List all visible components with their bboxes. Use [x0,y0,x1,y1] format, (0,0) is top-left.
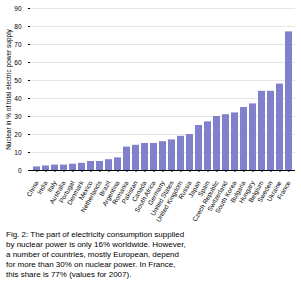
svg-text:Mexico: Mexico [77,179,94,201]
svg-text:10: 10 [14,149,22,156]
svg-text:Romania: Romania [110,179,130,206]
svg-text:Brazil: Brazil [97,179,112,198]
svg-text:Canada: Canada [130,179,148,203]
svg-text:0: 0 [18,167,22,174]
svg-text:France: France [275,179,291,200]
svg-text:Czech Republic: Czech Republic [190,179,220,223]
svg-text:Sweden: Sweden [255,179,274,204]
svg-text:40: 40 [14,95,22,102]
svg-text:70: 70 [14,41,22,48]
svg-text:Hungary: Hungary [237,179,256,205]
svg-text:Australia: Australia [48,179,67,205]
svg-text:Germany: Germany [146,179,166,207]
svg-text:Russia: Russia [176,179,193,201]
svg-text:Switzerland: Switzerland [205,179,229,213]
svg-text:Belgium: Belgium [246,179,265,204]
svg-text:Spain: Spain [196,179,211,198]
svg-text:60: 60 [14,59,22,66]
svg-text:South Africa: South Africa [133,179,157,214]
svg-text:Pakistan: Pakistan [120,179,139,205]
svg-text:South Korea: South Korea [213,179,238,215]
html-text:Fig. 2: The part of electricit: Fig. 2: The part of electricity consumpt… [6,230,186,279]
svg-text:China: China [25,179,40,198]
svg-text:Denmark: Denmark [65,179,85,206]
svg-text:Italy: Italy [45,179,58,194]
svg-text:Portugal: Portugal [57,179,76,204]
svg-text:India: India [35,179,49,196]
svg-text:Japan: Japan [186,179,202,199]
svg-text:90: 90 [14,5,22,12]
svg-text:20: 20 [14,131,22,138]
svg-text:80: 80 [14,23,22,30]
svg-text:Nuclear in % of total electric: Nuclear in % of total electric power sup… [5,28,13,149]
svg-text:Argentina: Argentina [100,179,121,208]
svg-text:Netherlands: Netherlands [79,179,103,214]
svg-text:50: 50 [14,77,22,84]
svg-text:United States: United States [149,179,175,217]
svg-text:Ukraine: Ukraine [265,179,283,203]
svg-text:United Kingdom: United Kingdom [154,180,184,224]
svg-text:Bulgaria: Bulgaria [228,179,247,204]
svg-text:30: 30 [14,113,22,120]
